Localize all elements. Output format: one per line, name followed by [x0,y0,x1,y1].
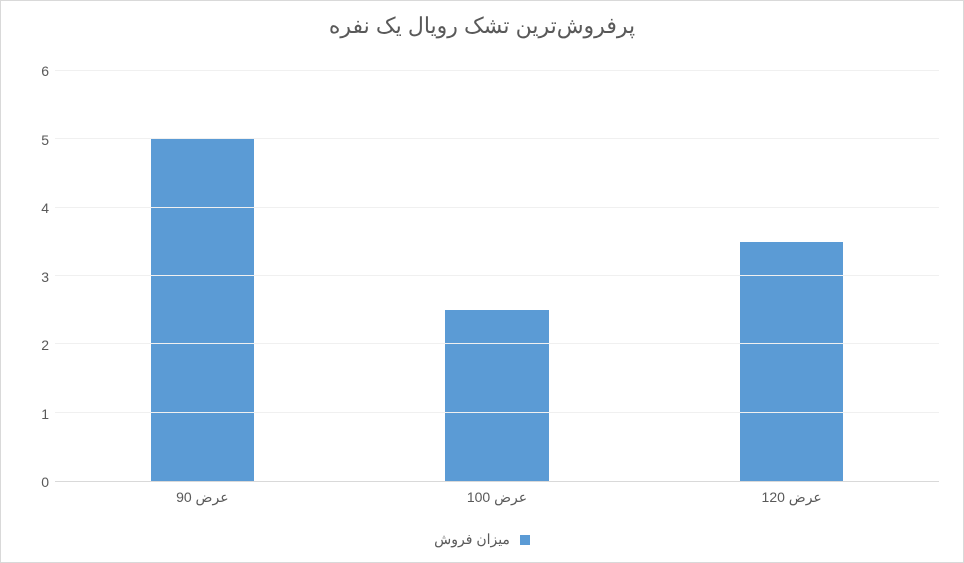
y-axis: 0123456 [25,71,55,482]
grid-line [55,343,939,344]
x-axis-label: عرض 120 [762,489,822,506]
y-tick: 3 [41,269,49,285]
plot-area: عرض 90عرض 100عرض 120 [55,71,939,482]
grid-line [55,70,939,71]
chart-container: پرفروش‌ترین تشک رویال یک نفره 0 1 2 3 4 5 6 عر… [0,0,964,563]
bar-slot: عرض 120 [644,71,939,481]
y-tick: 6 [41,63,49,79]
x-axis-label: عرض 90 [176,489,228,506]
y-tick: 4 [41,200,49,216]
legend-swatch [520,535,530,545]
legend: میزان فروش [1,530,963,548]
plot-wrap: 0123456 عرض 90عرض 100عرض 120 [25,71,939,482]
bar [740,242,843,481]
bars-layer: عرض 90عرض 100عرض 120 [55,71,939,481]
bar [445,310,548,481]
grid-line [55,138,939,139]
grid-line [55,412,939,413]
grid-line [55,275,939,276]
legend-label: میزان فروش [434,531,510,547]
bar [151,139,254,481]
bar-slot: عرض 100 [350,71,645,481]
x-axis-label: عرض 100 [467,489,527,506]
grid-line [55,207,939,208]
bar-slot: عرض 90 [55,71,350,481]
y-tick: 2 [41,337,49,353]
y-tick: 5 [41,132,49,148]
y-tick: 0 [41,474,49,490]
y-tick: 1 [41,406,49,422]
chart-title: پرفروش‌ترین تشک رویال یک نفره [1,1,963,39]
